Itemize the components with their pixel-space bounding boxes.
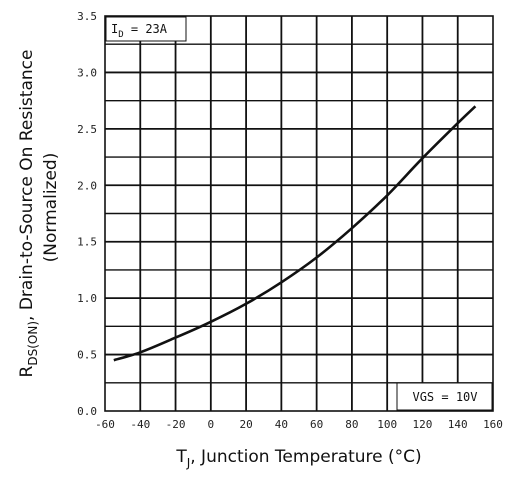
annotation-id-current: ID = 23A: [111, 22, 168, 40]
y-axis-title-line2: (Normalized): [41, 153, 61, 263]
x-tick-label: -20: [166, 418, 186, 431]
y-tick-label: 0.5: [77, 349, 97, 362]
x-axis-title: TJ, Junction Temperature (°C): [175, 447, 421, 470]
y-tick-label: 2.0: [77, 179, 97, 192]
plot-frame: [104, 15, 494, 412]
y-tick-label: 1.5: [77, 236, 97, 249]
tick-labels: -60 -40 -20 0 20 40 60 80 100 120 140 160 0.0 0.5 1.0 1…: [77, 10, 503, 431]
y-tick-label: 1.0: [77, 292, 97, 305]
x-tick-label: -60: [95, 418, 115, 431]
x-tick-label: 0: [208, 418, 215, 431]
grid: [105, 16, 493, 411]
y-axis-title: RDS(ON), Drain-to-Source On Resistance (…: [17, 50, 61, 378]
x-tick-label: 40: [275, 418, 288, 431]
x-tick-label: -40: [130, 418, 150, 431]
x-tick-label: 160: [483, 418, 503, 431]
y-tick-label: 2.5: [77, 123, 97, 136]
annotation-vgs-box: [396, 382, 493, 411]
y-tick-label: 3.5: [77, 10, 97, 23]
annotation-id-box: [105, 16, 187, 42]
x-tick-label: 120: [413, 418, 433, 431]
y-tick-label: 3.0: [77, 66, 97, 79]
x-tick-label: 80: [345, 418, 358, 431]
x-tick-label: 100: [377, 418, 397, 431]
annotation-vgs: VGS = 10V: [412, 390, 477, 404]
x-tick-label: 60: [310, 418, 323, 431]
series-line: [113, 105, 477, 362]
y-axis-title-line1: RDS(ON), Drain-to-Source On Resistance: [17, 50, 40, 378]
x-tick-label: 20: [239, 418, 252, 431]
y-tick-label: 0.0: [77, 405, 97, 418]
x-tick-label: 140: [448, 418, 468, 431]
